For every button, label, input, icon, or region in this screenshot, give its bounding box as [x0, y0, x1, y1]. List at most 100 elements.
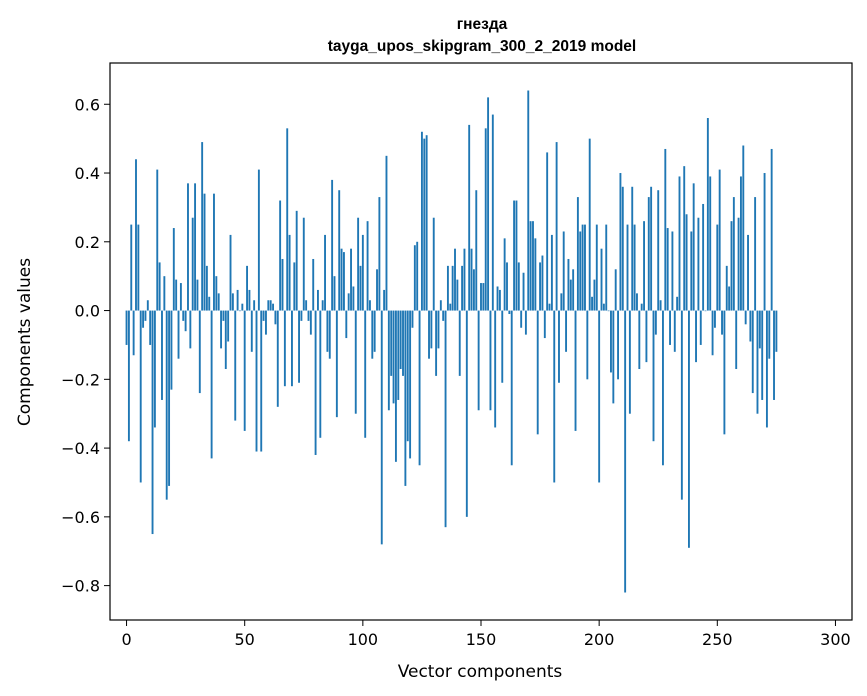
bar: [300, 310, 303, 321]
bar: [664, 148, 667, 311]
bar: [508, 310, 511, 314]
bar: [602, 303, 605, 311]
bar: [425, 135, 428, 311]
bar: [659, 300, 662, 311]
bar: [560, 293, 563, 311]
bar: [524, 310, 527, 335]
bar: [688, 310, 690, 548]
bar: [501, 310, 504, 383]
bar: [307, 310, 310, 321]
bar: [470, 248, 473, 311]
bar: [404, 310, 407, 486]
bar: [229, 234, 232, 311]
bar: [510, 310, 513, 466]
bar: [567, 258, 570, 311]
bar: [350, 248, 352, 311]
bar: [215, 276, 218, 311]
bar: [279, 200, 282, 311]
bar: [763, 173, 766, 311]
bar: [179, 283, 182, 311]
bar: [522, 272, 525, 311]
bar: [142, 310, 145, 328]
bar: [612, 310, 615, 404]
bar: [718, 169, 721, 311]
bar: [598, 310, 601, 483]
bar: [673, 310, 676, 352]
bar: [321, 300, 324, 311]
bar: [643, 221, 645, 311]
bar: [456, 279, 459, 311]
bar: [555, 142, 558, 311]
bar: [595, 224, 598, 311]
bar: [286, 128, 289, 311]
bar: [217, 293, 220, 311]
bar: [584, 224, 586, 311]
bar: [272, 303, 274, 311]
bar: [631, 186, 634, 311]
bar: [532, 221, 534, 311]
bar: [725, 265, 728, 311]
y-tick-label: 0.4: [75, 164, 100, 183]
bar: [135, 159, 137, 311]
bar: [194, 183, 197, 311]
bar: [636, 293, 638, 311]
bar: [539, 262, 542, 311]
bar: [333, 276, 336, 311]
bar: [683, 166, 686, 311]
bar: [191, 217, 194, 311]
bar: [413, 245, 416, 311]
bar: [458, 310, 461, 376]
bar: [654, 310, 657, 335]
bar: [161, 310, 163, 400]
bar: [671, 231, 674, 311]
bar: [343, 252, 345, 311]
y-tick-label: −0.6: [61, 508, 100, 527]
bar: [574, 310, 577, 431]
bar: [423, 138, 426, 311]
bar: [187, 183, 189, 311]
bar: [224, 310, 227, 370]
bar: [394, 310, 397, 462]
bar: [366, 221, 369, 311]
bar: [472, 269, 475, 311]
bar: [274, 310, 277, 325]
bar: [139, 310, 142, 483]
bar: [201, 142, 204, 311]
bar: [364, 310, 367, 438]
bar: [600, 248, 603, 311]
bar: [210, 310, 213, 459]
bar: [640, 303, 643, 311]
bar: [335, 310, 338, 418]
x-tick-label: 100: [348, 630, 379, 649]
bar: [735, 310, 738, 370]
bar: [435, 310, 438, 376]
bar: [569, 279, 572, 311]
bar: [170, 310, 173, 390]
bar: [588, 138, 591, 311]
bar: [213, 193, 215, 311]
bar: [548, 303, 551, 311]
bar: [624, 310, 627, 593]
bar: [534, 238, 537, 311]
bar: [125, 310, 128, 345]
bar: [529, 221, 532, 311]
y-tick-label: 0.0: [75, 302, 100, 321]
x-axis-label: Vector components: [398, 662, 563, 682]
y-axis-label: Components values: [15, 258, 35, 426]
bar: [758, 310, 761, 349]
bar: [319, 310, 322, 438]
bar: [338, 190, 341, 311]
bar: [392, 310, 395, 404]
chart-subtitle: tayga_upos_skipgram_300_2_2019 model: [328, 38, 636, 55]
bar: [357, 217, 360, 311]
bar: [550, 234, 553, 311]
y-tick-label: −0.4: [61, 439, 100, 458]
bar: [416, 241, 419, 311]
bar: [617, 310, 619, 380]
bar: [666, 228, 669, 311]
bar: [685, 214, 688, 311]
bar: [368, 300, 371, 311]
bar: [328, 310, 331, 359]
bar: [619, 173, 622, 311]
bar: [475, 190, 478, 311]
